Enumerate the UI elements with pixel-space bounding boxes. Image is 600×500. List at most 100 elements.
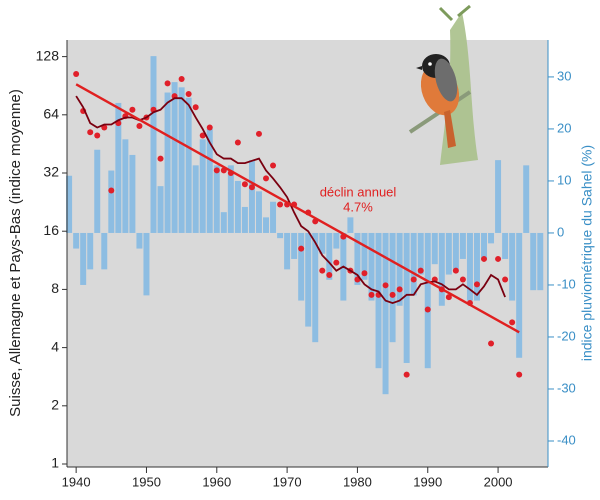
bar [375, 232, 382, 369]
bar [192, 165, 199, 233]
bar [199, 139, 206, 233]
data-point [263, 175, 270, 182]
bar [305, 232, 312, 327]
data-point [94, 132, 101, 139]
data-point [333, 259, 340, 266]
bar [354, 232, 361, 285]
bar [129, 154, 136, 233]
bar [220, 212, 227, 233]
bar [361, 232, 368, 280]
bar [263, 217, 269, 233]
data-point [424, 306, 431, 313]
bar [396, 232, 403, 306]
x-tick-label: 1990 [413, 474, 442, 489]
bar [495, 160, 502, 233]
data-point [326, 271, 333, 278]
bar [459, 232, 466, 259]
bar [312, 232, 319, 343]
bar [516, 232, 523, 358]
data-point [136, 123, 143, 130]
bar [509, 232, 516, 301]
data-point [516, 371, 523, 378]
x-tick-label: 1940 [62, 474, 91, 489]
bar [66, 175, 73, 233]
bar [438, 232, 445, 306]
data-point [488, 340, 495, 347]
data-point [277, 201, 284, 208]
y-tick-label: 16 [43, 222, 59, 238]
bar [452, 232, 459, 270]
bar [87, 232, 94, 270]
y2-tick-label: -20 [557, 328, 576, 343]
bar [389, 232, 396, 343]
bar [227, 165, 234, 233]
data-point [185, 91, 192, 98]
bar [523, 165, 530, 233]
line [75, 83, 520, 334]
bar [466, 232, 473, 301]
data-point [192, 104, 199, 111]
data-point [213, 167, 220, 174]
data-point [502, 276, 509, 283]
x-tick-label: 1980 [343, 474, 372, 489]
y2-tick-label: -10 [557, 276, 576, 291]
y2-tick-label: -30 [557, 380, 576, 395]
y-tick-label: 1 [51, 455, 59, 471]
data-point [157, 155, 164, 162]
bar [368, 232, 375, 301]
bar [403, 232, 410, 363]
data-point [403, 371, 410, 378]
bar [248, 160, 255, 233]
data-point [396, 286, 403, 293]
bar [417, 232, 424, 275]
y-tick-label: 32 [43, 164, 59, 180]
data-point [298, 245, 305, 252]
data-point [129, 106, 136, 113]
data-point [178, 76, 185, 83]
data-point [481, 255, 488, 262]
bar [270, 201, 277, 233]
bar [488, 232, 495, 244]
data-point [452, 267, 459, 274]
bar [291, 232, 298, 259]
data-point [368, 291, 375, 298]
y-tick-label: 8 [51, 280, 59, 296]
y2-tick-label: 20 [557, 120, 571, 135]
data-point [270, 162, 277, 169]
y2-tick-label: 0 [557, 224, 564, 239]
data-point [164, 80, 171, 87]
y-tick-label: 4 [51, 338, 59, 354]
bar [502, 232, 509, 259]
annotation: déclin annuel [320, 184, 397, 199]
y-tick-label: 128 [36, 47, 60, 63]
data-point [382, 282, 389, 289]
bar [94, 149, 101, 233]
bar [530, 232, 537, 291]
y2-tick-label: -40 [557, 432, 576, 447]
data-point [410, 276, 417, 283]
bar [213, 165, 220, 233]
bar [298, 232, 305, 301]
bar [255, 191, 262, 233]
bar [136, 232, 143, 249]
y-tick-label: 64 [43, 106, 59, 122]
bar [319, 232, 326, 254]
bar [410, 232, 417, 296]
bar [277, 232, 284, 239]
data-point [199, 132, 206, 139]
y2-tick-label: 30 [557, 68, 571, 83]
bar [537, 232, 544, 291]
bar [382, 232, 389, 395]
bar [178, 87, 185, 233]
x-tick-label: 1960 [202, 474, 231, 489]
bar [150, 56, 157, 233]
data-point [445, 294, 452, 301]
bar [241, 206, 248, 233]
data-point [248, 184, 255, 191]
data-point [495, 255, 502, 262]
x-tick-label: 1970 [273, 474, 302, 489]
y2-tick-label: 10 [557, 172, 571, 187]
bar [122, 139, 129, 233]
y-tick-label: 2 [51, 397, 59, 413]
